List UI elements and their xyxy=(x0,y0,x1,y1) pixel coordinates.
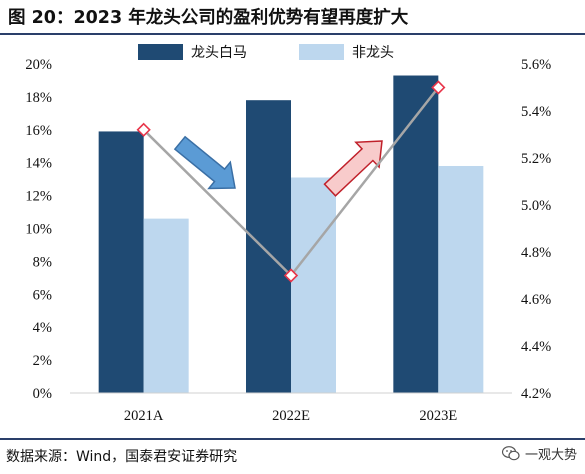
y-right-tick-label: 5.2% xyxy=(521,151,551,167)
y-left-tick-label: 2% xyxy=(33,353,52,369)
y-right-tick-label: 4.6% xyxy=(521,292,551,308)
title-rule xyxy=(0,33,585,35)
bar-line-chart: 龙头白马 非龙头 0% 2% 4% 6% 8% 10% 12% 14% 16% 18% 20% 4.2… xyxy=(25,44,551,424)
chart-title: 图 20：2023 年龙头公司的盈利优势有望再度扩大 xyxy=(8,8,409,28)
y-left-tick-label: 6% xyxy=(33,287,52,303)
y-left-tick-label: 18% xyxy=(25,90,52,106)
x-tick-label: 2021A xyxy=(124,408,164,424)
x-tick-label: 2022E xyxy=(272,408,310,424)
y-left-tick-label: 0% xyxy=(33,386,52,402)
up-arrow-icon xyxy=(323,140,383,197)
bar xyxy=(98,131,144,393)
line-marker xyxy=(283,268,299,283)
bar xyxy=(291,177,336,393)
y-axis-right: 4.2% 4.4% 4.6% 4.8% 5.0% 5.2% 5.4% 5.6% xyxy=(521,57,551,402)
y-left-tick-label: 20% xyxy=(25,57,52,73)
y-right-tick-label: 4.2% xyxy=(521,386,551,402)
legend-label: 龙头白马 xyxy=(191,45,247,61)
bar xyxy=(438,165,484,393)
source-note: 数据来源：Wind，国泰君安证券研究 xyxy=(6,449,238,465)
bars xyxy=(98,75,484,393)
y-left-tick-label: 4% xyxy=(33,320,52,336)
x-tick-label: 2023E xyxy=(419,408,457,424)
y-right-tick-label: 5.0% xyxy=(521,198,551,214)
legend-swatch xyxy=(138,44,183,60)
y-left-tick-label: 16% xyxy=(25,123,52,139)
y-left-tick-label: 12% xyxy=(25,189,52,205)
bar xyxy=(246,100,291,393)
source-rule xyxy=(0,438,585,440)
bar xyxy=(393,75,439,393)
trend-arrows xyxy=(173,135,383,197)
y-right-tick-label: 5.6% xyxy=(521,57,551,73)
y-right-tick-label: 4.8% xyxy=(521,245,551,261)
legend-label: 非龙头 xyxy=(352,45,394,61)
watermark: 一观大势 xyxy=(501,444,577,463)
y-right-tick-label: 5.4% xyxy=(521,104,551,120)
down-arrow-icon xyxy=(173,135,236,190)
x-axis: 2021A 2022E 2023E xyxy=(70,392,512,424)
y-left-tick-label: 14% xyxy=(25,156,52,172)
y-left-tick-label: 8% xyxy=(33,254,52,270)
watermark-text: 一观大势 xyxy=(524,448,577,463)
line-series xyxy=(136,80,446,283)
wechat-icon xyxy=(501,446,520,461)
legend-swatch xyxy=(299,44,344,60)
legend: 龙头白马 非龙头 xyxy=(138,44,394,61)
line-marker xyxy=(136,122,151,137)
line-marker xyxy=(431,80,446,95)
y-right-tick-label: 4.4% xyxy=(521,339,551,355)
y-left-tick-label: 10% xyxy=(25,222,52,238)
y-axis-left: 0% 2% 4% 6% 8% 10% 12% 14% 16% 18% 20% xyxy=(25,57,52,402)
bar xyxy=(143,218,189,393)
